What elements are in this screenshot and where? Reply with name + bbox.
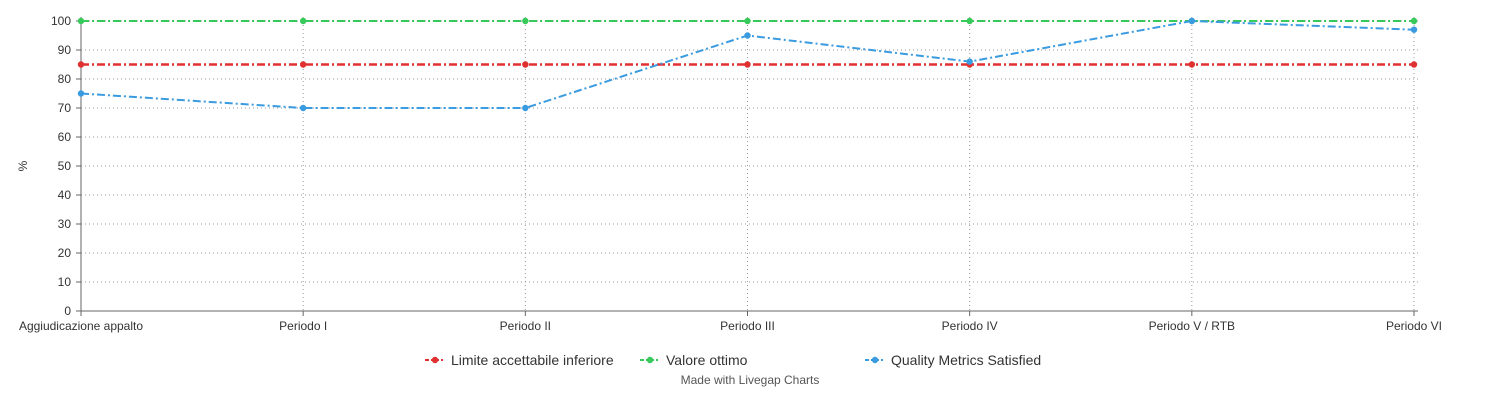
data-point <box>744 17 751 25</box>
x-tick-label: Periodo IV <box>942 319 998 333</box>
y-tick-label: 50 <box>58 159 72 173</box>
series-3 <box>77 17 1418 112</box>
data-point <box>744 61 751 68</box>
legend-swatch-dot <box>646 356 654 364</box>
y-tick-label: 80 <box>58 72 72 86</box>
grid-layer <box>81 17 1418 311</box>
credit-label: Made with Livegap Charts <box>681 373 820 387</box>
legend: Limite accettabile inferiore Valore ottim… <box>425 352 1041 368</box>
legend-label: Valore ottimo <box>666 352 748 368</box>
x-tick-label: Periodo III <box>720 319 775 333</box>
y-tick-label: 20 <box>58 246 72 260</box>
data-point <box>744 32 751 39</box>
y-tick-label: 40 <box>58 188 72 202</box>
legend-item: Valore ottimo <box>640 352 748 368</box>
y-tick-label: 100 <box>51 14 71 28</box>
series-layer <box>77 17 1418 112</box>
data-point <box>77 90 85 97</box>
axis-layer: 0 10 20 30 40 50 60 70 80 90 100 Aggiudicazione app… <box>16 14 1442 333</box>
y-tick-label: 10 <box>58 275 72 289</box>
legend-swatch-dot <box>871 356 879 364</box>
data-point <box>522 104 529 112</box>
y-tick-label: 90 <box>58 43 72 57</box>
legend-label: Quality Metrics Satisfied <box>891 352 1041 368</box>
data-point <box>299 17 307 25</box>
data-point <box>1410 26 1418 33</box>
data-point <box>77 17 85 25</box>
legend-label: Limite accettabile inferiore <box>451 352 614 368</box>
data-point <box>299 104 307 112</box>
legend-item: Limite accettabile inferiore <box>425 352 614 368</box>
x-tick-label: Periodo VI <box>1386 319 1442 333</box>
data-point <box>77 61 85 68</box>
data-point <box>299 61 307 68</box>
data-point <box>1188 17 1196 25</box>
y-tick-label: 30 <box>58 217 72 231</box>
legend-item: Quality Metrics Satisfied <box>865 352 1041 368</box>
series-1 <box>77 61 1418 68</box>
data-point <box>1188 61 1196 68</box>
data-point <box>966 17 973 25</box>
data-point <box>1410 17 1418 25</box>
data-point <box>522 61 529 68</box>
data-point <box>1410 61 1418 68</box>
y-axis-title: % <box>16 160 30 171</box>
x-tick-label: Periodo I <box>279 319 327 333</box>
data-point <box>966 58 973 65</box>
y-tick-label: 60 <box>58 130 72 144</box>
x-tick-label: Periodo V / RTB <box>1149 319 1235 333</box>
x-tick-label: Periodo II <box>500 319 551 333</box>
x-tick-label: Aggiudicazione appalto <box>19 319 143 333</box>
legend-swatch-dot <box>431 356 439 364</box>
y-tick-label: 0 <box>64 304 71 318</box>
y-tick-label: 70 <box>58 101 72 115</box>
data-point <box>522 17 529 25</box>
